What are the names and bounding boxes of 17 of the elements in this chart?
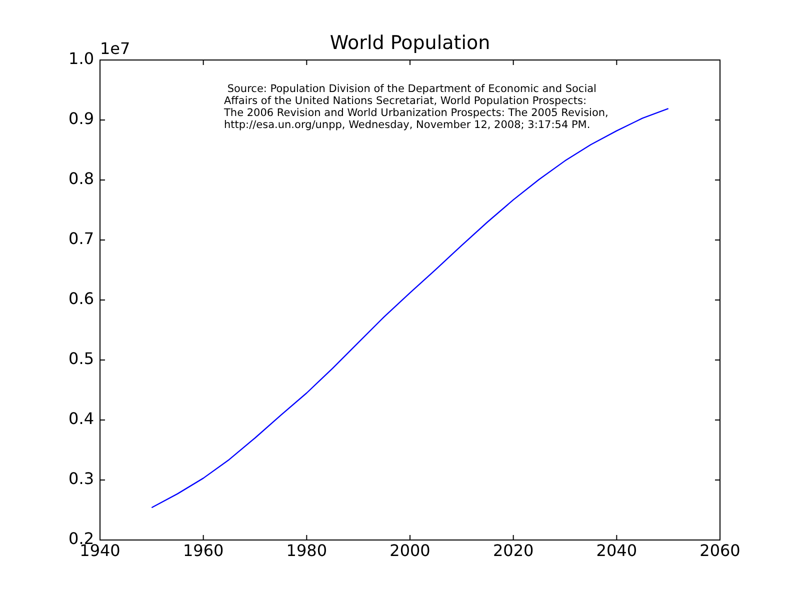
y-tick-label: 0.6 — [68, 289, 94, 308]
y-tick-label: 0.8 — [68, 169, 94, 188]
y-tick-label: 0.7 — [68, 229, 94, 248]
x-tick-label: 2000 — [390, 540, 430, 560]
text: 1e7 — [100, 39, 130, 58]
y-tick-label: 0.5 — [68, 349, 94, 368]
x-tick-label: 1960 — [182, 540, 224, 560]
y-tick-label: 1.0 — [68, 49, 94, 68]
y-tick-label: 0.9 — [68, 109, 94, 128]
y-tick-label: 0.4 — [68, 409, 94, 428]
chart-title: World Population — [330, 32, 490, 54]
x-tick-label: 1980 — [286, 540, 328, 560]
x-tick-label: 2020 — [492, 540, 534, 560]
x-tick-label: 2060 — [700, 540, 740, 560]
annotation: Source: Population Division of the Department of Economic and Social Affairs of the United Nations Secretariat, World Population Prospects: The 2006 Revision and World Urbanization Prospects: The 2005 Revision, http://esa.un.org/unpp, Wednesday, November 12, 2008; 3:17:54 PM. — [223, 83, 608, 131]
y-tick-label: 0.3 — [68, 469, 94, 488]
x-tick-label: 2040 — [596, 540, 638, 560]
